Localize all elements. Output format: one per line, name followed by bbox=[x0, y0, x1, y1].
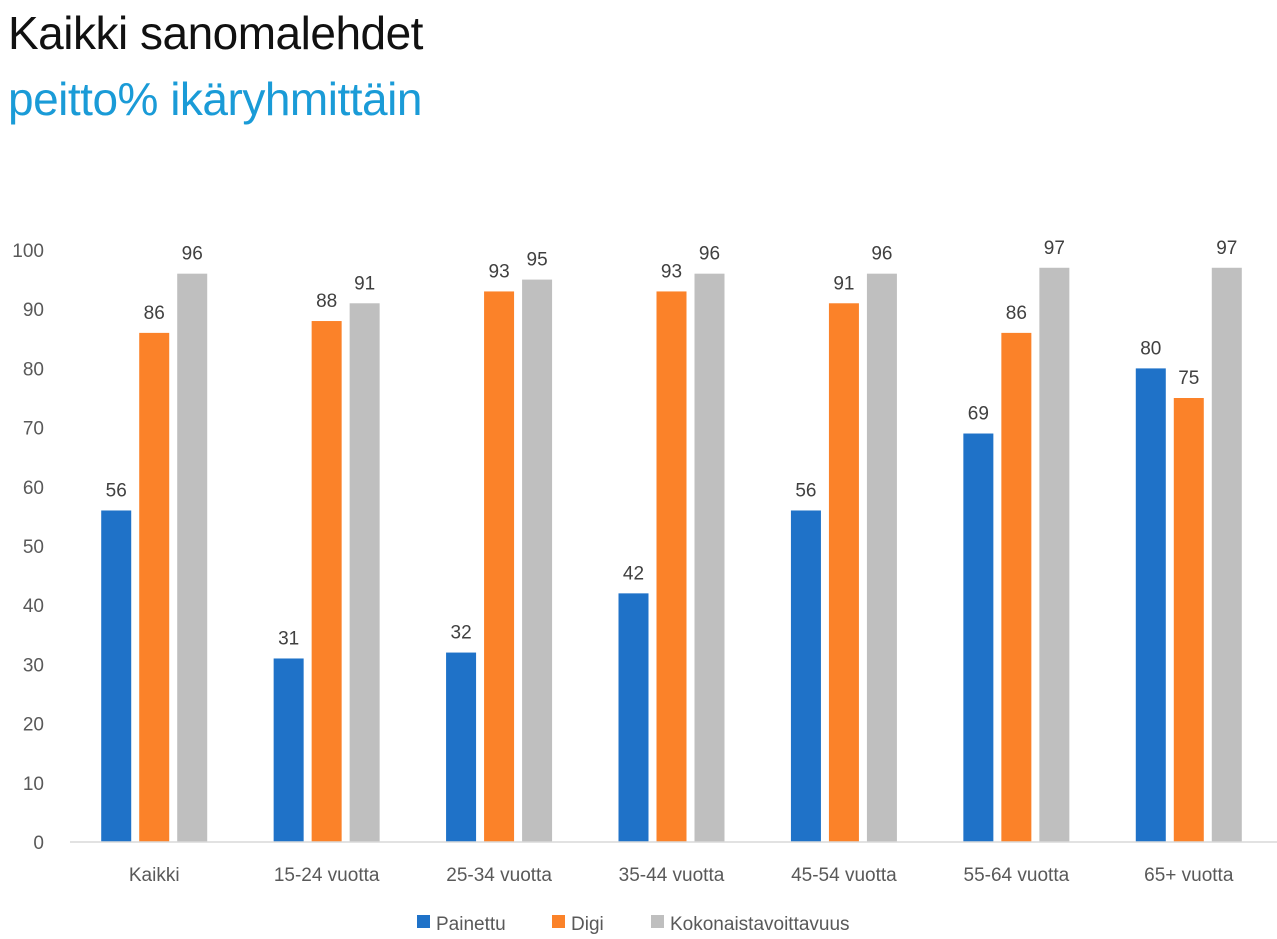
legend-swatch-kokonaistavoittavuus bbox=[651, 915, 664, 928]
chart-subtitle: peitto% ikäryhmittäin bbox=[8, 73, 422, 125]
data-label: 32 bbox=[451, 623, 472, 644]
bar-painettu-2 bbox=[446, 652, 477, 842]
bar-kokonaistavoittavuus-2 bbox=[522, 279, 553, 843]
y-tick-label: 60 bbox=[23, 478, 44, 499]
legend-label: Digi bbox=[571, 914, 604, 935]
bar-kokonaistavoittavuus-3 bbox=[694, 273, 725, 842]
x-category-label: 15-24 vuotta bbox=[274, 865, 380, 886]
data-label: 42 bbox=[623, 563, 644, 584]
bar-digi-0 bbox=[139, 332, 170, 842]
x-axis: Kaikki 15-24 vuotta 25-34 vuotta 35-44 vuot… bbox=[129, 865, 1234, 886]
bar-painettu-5 bbox=[963, 433, 994, 842]
legend-swatch-painettu bbox=[417, 915, 430, 928]
legend-label: Painettu bbox=[436, 914, 506, 935]
chart-title: Kaikki sanomalehdet bbox=[8, 7, 423, 59]
bar-digi-5 bbox=[1001, 332, 1032, 842]
bars bbox=[101, 267, 1242, 843]
y-tick-label: 40 bbox=[23, 596, 44, 617]
data-label: 96 bbox=[182, 244, 203, 265]
x-category-label: 55-64 vuotta bbox=[964, 865, 1070, 886]
data-label: 69 bbox=[968, 404, 989, 425]
bar-painettu-4 bbox=[790, 510, 821, 842]
bar-digi-4 bbox=[828, 303, 859, 842]
bar-digi-1 bbox=[311, 321, 342, 842]
bar-painettu-3 bbox=[618, 593, 649, 842]
x-category-label: 65+ vuotta bbox=[1144, 865, 1234, 886]
data-label: 97 bbox=[1044, 238, 1065, 259]
data-label: 80 bbox=[1140, 338, 1161, 359]
bar-kokonaistavoittavuus-4 bbox=[866, 273, 897, 842]
x-category-label: 25-34 vuotta bbox=[446, 865, 552, 886]
data-label: 97 bbox=[1216, 238, 1237, 259]
y-tick-label: 90 bbox=[23, 300, 44, 321]
y-tick-label: 0 bbox=[33, 833, 44, 854]
y-tick-label: 50 bbox=[23, 537, 44, 558]
y-axis: 0 10 20 30 40 50 60 70 80 90 100 bbox=[12, 241, 44, 854]
bar-kokonaistavoittavuus-1 bbox=[349, 303, 380, 842]
legend-swatch-digi bbox=[552, 915, 565, 928]
y-tick-label: 20 bbox=[23, 715, 44, 736]
data-label: 56 bbox=[106, 480, 127, 501]
legend-label: Kokonaistavoittavuus bbox=[670, 914, 850, 935]
y-tick-label: 70 bbox=[23, 419, 44, 440]
data-label: 31 bbox=[278, 628, 299, 649]
bar-digi-3 bbox=[656, 291, 687, 842]
data-label: 96 bbox=[699, 244, 720, 265]
bar-kokonaistavoittavuus-5 bbox=[1039, 267, 1070, 842]
data-labels: 56 86 96 31 88 91 32 93 95 42 93 96 56 91 96 69 86 97 80 75… bbox=[106, 238, 1238, 650]
x-category-label: Kaikki bbox=[129, 865, 180, 886]
y-tick-label: 10 bbox=[23, 774, 44, 795]
y-tick-label: 100 bbox=[12, 241, 44, 262]
y-tick-label: 30 bbox=[23, 655, 44, 676]
data-label: 91 bbox=[833, 273, 854, 294]
bar-kokonaistavoittavuus-6 bbox=[1211, 267, 1242, 842]
bar-digi-2 bbox=[484, 291, 515, 842]
data-label: 86 bbox=[144, 303, 165, 324]
data-label: 86 bbox=[1006, 303, 1027, 324]
bar-painettu-6 bbox=[1135, 368, 1166, 842]
bar-digi-6 bbox=[1173, 398, 1204, 842]
legend: Painettu Digi Kokonaistavoittavuus bbox=[417, 914, 850, 935]
data-label: 88 bbox=[316, 291, 337, 312]
x-category-label: 45-54 vuotta bbox=[791, 865, 897, 886]
x-category-label: 35-44 vuotta bbox=[619, 865, 725, 886]
bar-kokonaistavoittavuus-0 bbox=[177, 273, 208, 842]
data-label: 91 bbox=[354, 273, 375, 294]
data-label: 93 bbox=[661, 261, 682, 282]
bar-painettu-0 bbox=[101, 510, 132, 842]
data-label: 56 bbox=[795, 480, 816, 501]
data-label: 75 bbox=[1178, 368, 1199, 389]
data-label: 93 bbox=[489, 261, 510, 282]
data-label: 96 bbox=[871, 244, 892, 265]
y-tick-label: 80 bbox=[23, 359, 44, 380]
bar-painettu-1 bbox=[273, 658, 304, 842]
data-label: 95 bbox=[527, 250, 548, 271]
